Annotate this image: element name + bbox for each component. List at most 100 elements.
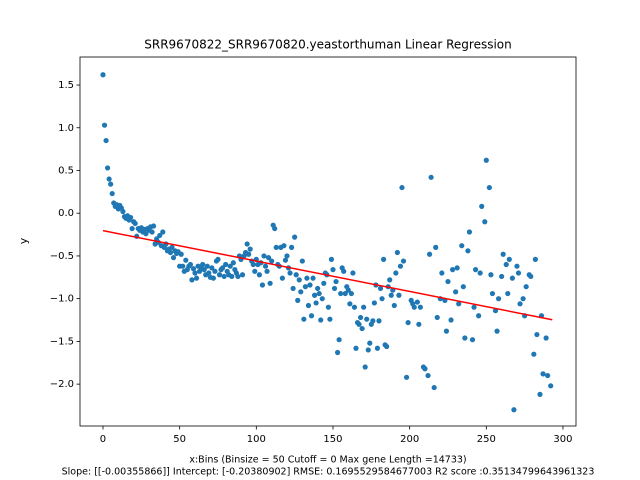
data-point bbox=[215, 256, 221, 262]
data-point bbox=[328, 256, 335, 262]
data-point bbox=[460, 284, 466, 290]
data-point bbox=[397, 263, 404, 269]
y-tick-label: −2.0 bbox=[50, 379, 74, 390]
data-point bbox=[387, 277, 393, 283]
data-point bbox=[311, 292, 318, 298]
x-tick-label: 250 bbox=[477, 434, 496, 445]
data-point bbox=[219, 265, 226, 271]
data-point bbox=[456, 301, 462, 307]
data-point bbox=[259, 282, 266, 288]
y-tick-label: −1.0 bbox=[50, 294, 74, 305]
data-point bbox=[229, 273, 235, 280]
data-point bbox=[403, 374, 410, 380]
data-point bbox=[350, 270, 356, 276]
data-point bbox=[433, 244, 439, 250]
data-point bbox=[448, 317, 454, 323]
data-point bbox=[169, 244, 175, 250]
data-point bbox=[394, 249, 400, 256]
data-point bbox=[333, 278, 339, 285]
data-point bbox=[365, 347, 371, 353]
data-point bbox=[209, 265, 215, 271]
data-point bbox=[531, 351, 537, 357]
data-point bbox=[431, 384, 437, 391]
data-point bbox=[108, 181, 114, 187]
data-point bbox=[244, 241, 250, 247]
data-point bbox=[104, 165, 111, 171]
data-point bbox=[302, 284, 308, 290]
data-point bbox=[106, 176, 112, 182]
data-point bbox=[206, 270, 212, 276]
data-point bbox=[183, 257, 189, 263]
data-point bbox=[299, 258, 305, 264]
data-point bbox=[411, 304, 417, 310]
data-point bbox=[120, 208, 126, 215]
data-point bbox=[180, 263, 186, 269]
data-point bbox=[399, 184, 405, 191]
data-point bbox=[517, 301, 523, 307]
data-point bbox=[364, 316, 370, 322]
x-tick-label: 50 bbox=[173, 434, 186, 445]
data-point bbox=[514, 263, 520, 269]
data-point bbox=[439, 270, 445, 276]
data-point bbox=[204, 263, 210, 269]
data-point bbox=[235, 273, 241, 280]
data-point bbox=[149, 229, 155, 235]
data-point bbox=[250, 261, 256, 268]
data-point bbox=[374, 345, 381, 351]
x-axis-label: Slope: [[-0.00355866]] Intercept: [-0.20… bbox=[62, 467, 595, 478]
data-point bbox=[486, 184, 492, 191]
data-point bbox=[483, 157, 489, 163]
data-point bbox=[476, 313, 482, 319]
data-point bbox=[295, 297, 301, 303]
x-axis-label: x:Bins (Binsize = 50 Cutoff = 0 Max gene… bbox=[189, 455, 466, 466]
data-point bbox=[293, 272, 299, 278]
data-point bbox=[357, 314, 364, 321]
data-point bbox=[336, 337, 342, 343]
x-tick-label: 150 bbox=[323, 434, 342, 445]
data-point bbox=[334, 349, 341, 356]
data-point bbox=[187, 261, 193, 268]
data-point bbox=[313, 300, 319, 306]
data-point bbox=[459, 243, 465, 249]
data-point bbox=[272, 225, 278, 232]
data-point bbox=[167, 249, 174, 256]
data-point bbox=[265, 255, 272, 261]
data-point bbox=[347, 301, 353, 307]
data-point bbox=[380, 256, 387, 262]
data-point bbox=[489, 290, 496, 297]
data-point bbox=[201, 267, 207, 273]
data-point bbox=[417, 304, 423, 310]
data-point bbox=[472, 267, 479, 273]
data-point bbox=[540, 371, 546, 377]
data-point bbox=[304, 275, 310, 281]
data-point bbox=[101, 122, 108, 128]
x-tick-label: 300 bbox=[553, 434, 572, 445]
data-point bbox=[227, 263, 233, 269]
data-point bbox=[499, 273, 505, 280]
data-point bbox=[109, 190, 115, 197]
y-tick-label: −0.5 bbox=[50, 251, 74, 262]
data-point bbox=[308, 313, 315, 319]
data-point bbox=[331, 285, 338, 292]
data-point bbox=[267, 280, 273, 286]
data-point bbox=[534, 331, 540, 338]
data-point bbox=[348, 290, 354, 297]
data-point bbox=[261, 253, 267, 259]
data-point bbox=[189, 277, 195, 283]
data-point bbox=[515, 270, 522, 276]
y-tick-label: −1.5 bbox=[50, 336, 74, 347]
x-tick-label: 0 bbox=[100, 434, 106, 445]
data-point bbox=[351, 304, 358, 310]
data-point bbox=[511, 407, 517, 413]
data-point bbox=[454, 265, 460, 271]
data-point bbox=[190, 266, 197, 272]
data-point bbox=[264, 268, 270, 274]
data-point bbox=[170, 255, 177, 261]
data-point bbox=[252, 268, 258, 274]
data-point bbox=[287, 270, 293, 276]
y-axis-label: y bbox=[17, 237, 30, 244]
data-point bbox=[230, 260, 236, 266]
data-point bbox=[330, 267, 336, 273]
data-point bbox=[150, 223, 157, 229]
data-point bbox=[223, 261, 229, 268]
